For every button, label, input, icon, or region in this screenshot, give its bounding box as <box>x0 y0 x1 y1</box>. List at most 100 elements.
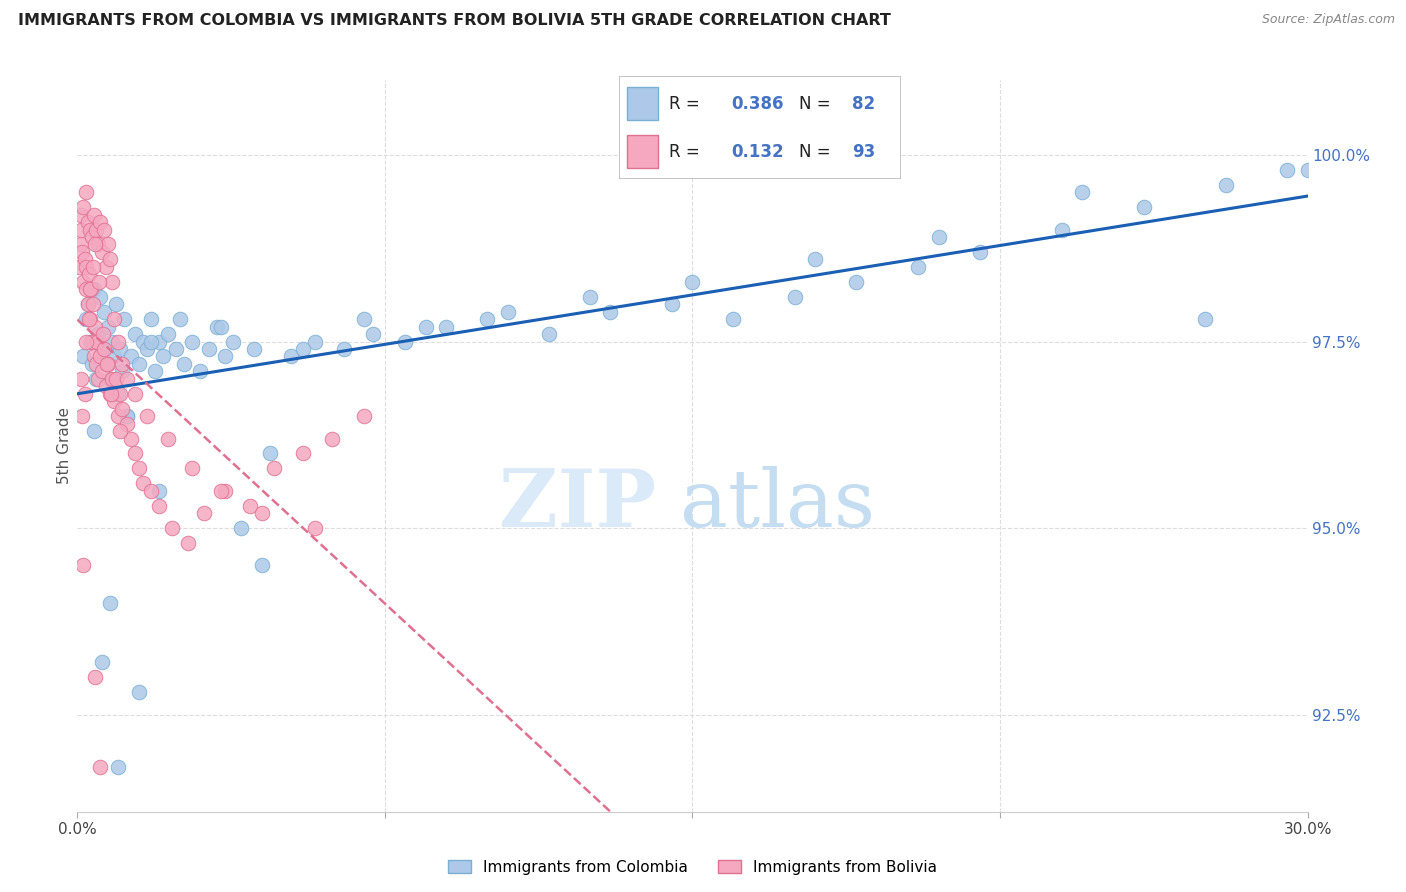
Point <box>110 342 132 356</box>
Point <box>141 312 163 326</box>
Point <box>136 409 159 424</box>
Point <box>72 200 94 214</box>
Point <box>193 506 215 520</box>
Point <box>76 297 98 311</box>
Point <box>87 372 110 386</box>
Point <box>97 319 120 334</box>
Text: 0.132: 0.132 <box>731 143 783 161</box>
Point <box>415 319 437 334</box>
Point <box>79 282 101 296</box>
Point <box>394 334 416 349</box>
Point <box>152 350 174 364</box>
Point <box>136 342 159 356</box>
Text: IMMIGRANTS FROM COLOMBIA VS IMMIGRANTS FROM BOLIVIA 5TH GRADE CORRELATION CHART: IMMIGRANTS FROM COLOMBIA VS IMMIGRANTS F… <box>18 13 891 29</box>
Text: N =: N = <box>799 95 835 112</box>
Point <box>72 350 94 364</box>
Point <box>353 409 375 424</box>
Point <box>107 760 129 774</box>
Point <box>84 222 107 236</box>
Point <box>214 350 236 364</box>
Point <box>79 312 101 326</box>
Point <box>280 350 302 364</box>
Point <box>907 260 929 274</box>
Point <box>70 409 93 424</box>
Point <box>304 521 326 535</box>
Point <box>148 499 170 513</box>
Point <box>83 208 105 222</box>
Point <box>579 290 602 304</box>
Point <box>107 409 129 424</box>
Point <box>75 260 97 274</box>
Point <box>101 334 124 349</box>
Point <box>209 483 232 498</box>
Point <box>148 334 170 349</box>
Point <box>75 312 97 326</box>
Point <box>107 334 129 349</box>
Point <box>181 334 204 349</box>
Point <box>165 342 187 356</box>
FancyBboxPatch shape <box>627 136 658 168</box>
Y-axis label: 5th Grade: 5th Grade <box>56 408 72 484</box>
Point <box>115 409 138 424</box>
Point <box>94 379 117 393</box>
Point <box>97 237 120 252</box>
Point <box>89 760 111 774</box>
Legend: Immigrants from Colombia, Immigrants from Bolivia: Immigrants from Colombia, Immigrants fro… <box>441 854 943 881</box>
Point <box>115 372 138 386</box>
Point <box>93 304 115 318</box>
Text: Source: ZipAtlas.com: Source: ZipAtlas.com <box>1261 13 1395 27</box>
Point <box>128 685 150 699</box>
Point <box>124 326 146 341</box>
Point <box>75 334 97 349</box>
Point <box>76 297 98 311</box>
Point <box>72 558 94 573</box>
Point <box>537 326 560 341</box>
Point <box>89 350 111 364</box>
Point <box>291 342 314 356</box>
Point <box>599 304 621 318</box>
Point <box>105 372 128 386</box>
Point <box>75 186 97 200</box>
Point <box>80 282 103 296</box>
Point <box>87 275 110 289</box>
Point <box>250 558 273 573</box>
Point <box>156 432 179 446</box>
Point <box>98 596 121 610</box>
Point <box>107 386 129 401</box>
Point <box>1194 312 1216 326</box>
Point <box>84 372 107 386</box>
Point <box>496 304 519 318</box>
Point <box>96 357 118 371</box>
Point <box>101 372 124 386</box>
Point <box>124 386 146 401</box>
Point <box>111 401 134 416</box>
Point <box>103 394 125 409</box>
Point <box>177 536 200 550</box>
Point <box>1275 162 1298 177</box>
Point <box>98 372 121 386</box>
Point <box>120 350 142 364</box>
Point <box>111 357 134 371</box>
Point <box>70 222 93 236</box>
Point <box>83 670 105 684</box>
Point <box>197 342 219 356</box>
Point <box>105 297 128 311</box>
Point <box>128 461 150 475</box>
Point <box>75 282 97 296</box>
Point <box>1071 186 1094 200</box>
Point <box>111 364 134 378</box>
Text: R =: R = <box>669 95 706 112</box>
Point <box>205 319 228 334</box>
Point <box>321 432 343 446</box>
Point <box>682 275 704 289</box>
Point <box>87 326 110 341</box>
Point <box>67 260 90 274</box>
Point <box>128 357 150 371</box>
Text: ZIP: ZIP <box>499 466 655 543</box>
Point <box>291 446 314 460</box>
Point <box>723 312 745 326</box>
Point <box>80 334 103 349</box>
Point <box>83 282 105 296</box>
Text: R =: R = <box>669 143 706 161</box>
Point <box>661 297 683 311</box>
